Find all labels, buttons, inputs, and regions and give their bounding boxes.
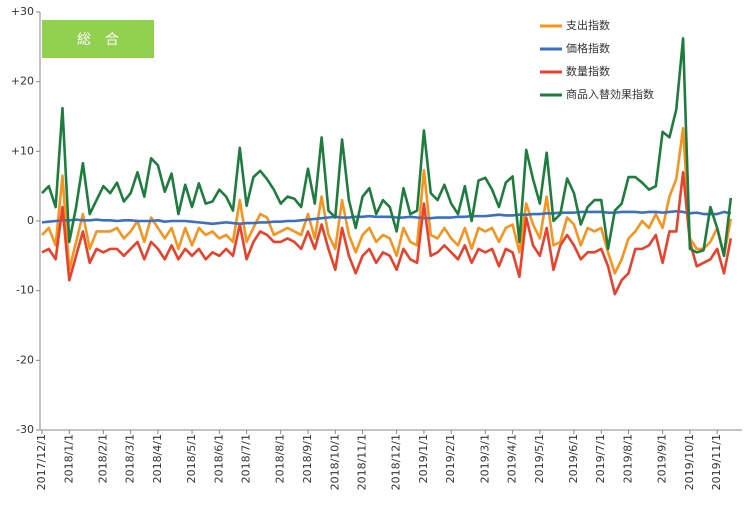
x-tick-label: 2019/6/1 <box>567 434 580 483</box>
series-line <box>41 209 732 226</box>
x-tick-label: 2019/1/1 <box>417 434 430 483</box>
y-tick-label: +30 <box>11 5 34 18</box>
y-tick-label: -30 <box>16 423 34 436</box>
x-tick-label: 2019/10/1 <box>683 434 696 490</box>
x-tick-label: 2018/4/1 <box>151 434 164 483</box>
y-tick-label: +10 <box>11 144 34 157</box>
x-tick-label: 2018/11/1 <box>356 434 369 490</box>
legend-label: 商品入替効果指数 <box>566 87 654 101</box>
x-tick-label: 2018/9/1 <box>301 434 314 483</box>
x-tick-label: 2019/9/1 <box>656 434 669 483</box>
x-tick-label: 2018/10/1 <box>328 434 341 490</box>
x-tick-label: 2019/5/1 <box>533 434 546 483</box>
x-tick-label: 2019/4/1 <box>506 434 519 483</box>
y-tick-label: -20 <box>16 353 34 366</box>
x-tick-label: 2019/3/1 <box>478 434 491 483</box>
x-tick-label: 2018/7/1 <box>240 434 253 483</box>
x-tick-label: 2017/12/1 <box>35 434 48 490</box>
series-line <box>41 37 733 258</box>
y-tick-label: +20 <box>11 75 34 88</box>
x-tick-label: 2018/3/1 <box>124 434 137 483</box>
x-tick-label: 2018/12/1 <box>390 434 403 490</box>
badge-box <box>42 20 154 58</box>
series-line <box>41 127 733 275</box>
x-tick-label: 2018/1/1 <box>62 434 75 483</box>
badge: 総 合 <box>77 32 119 48</box>
x-tick-label: 2018/2/1 <box>96 434 109 483</box>
y-tick-label: 0 <box>27 214 34 227</box>
legend-label: 支出指数 <box>566 18 610 32</box>
x-tick-label: 2019/8/1 <box>622 434 635 483</box>
x-tick-label: 2018/6/1 <box>212 434 225 483</box>
y-tick-label: -10 <box>16 284 34 297</box>
legend-label: 価格指数 <box>566 41 610 55</box>
x-tick-label: 2018/8/1 <box>274 434 287 483</box>
x-tick-label: 2019/11/1 <box>710 434 723 490</box>
series-line <box>41 170 733 296</box>
x-tick-label: 2018/5/1 <box>185 434 198 483</box>
x-tick-label: 2019/2/1 <box>444 434 457 483</box>
x-tick-label: 2019/7/1 <box>594 434 607 483</box>
legend-label: 数量指数 <box>566 64 610 78</box>
